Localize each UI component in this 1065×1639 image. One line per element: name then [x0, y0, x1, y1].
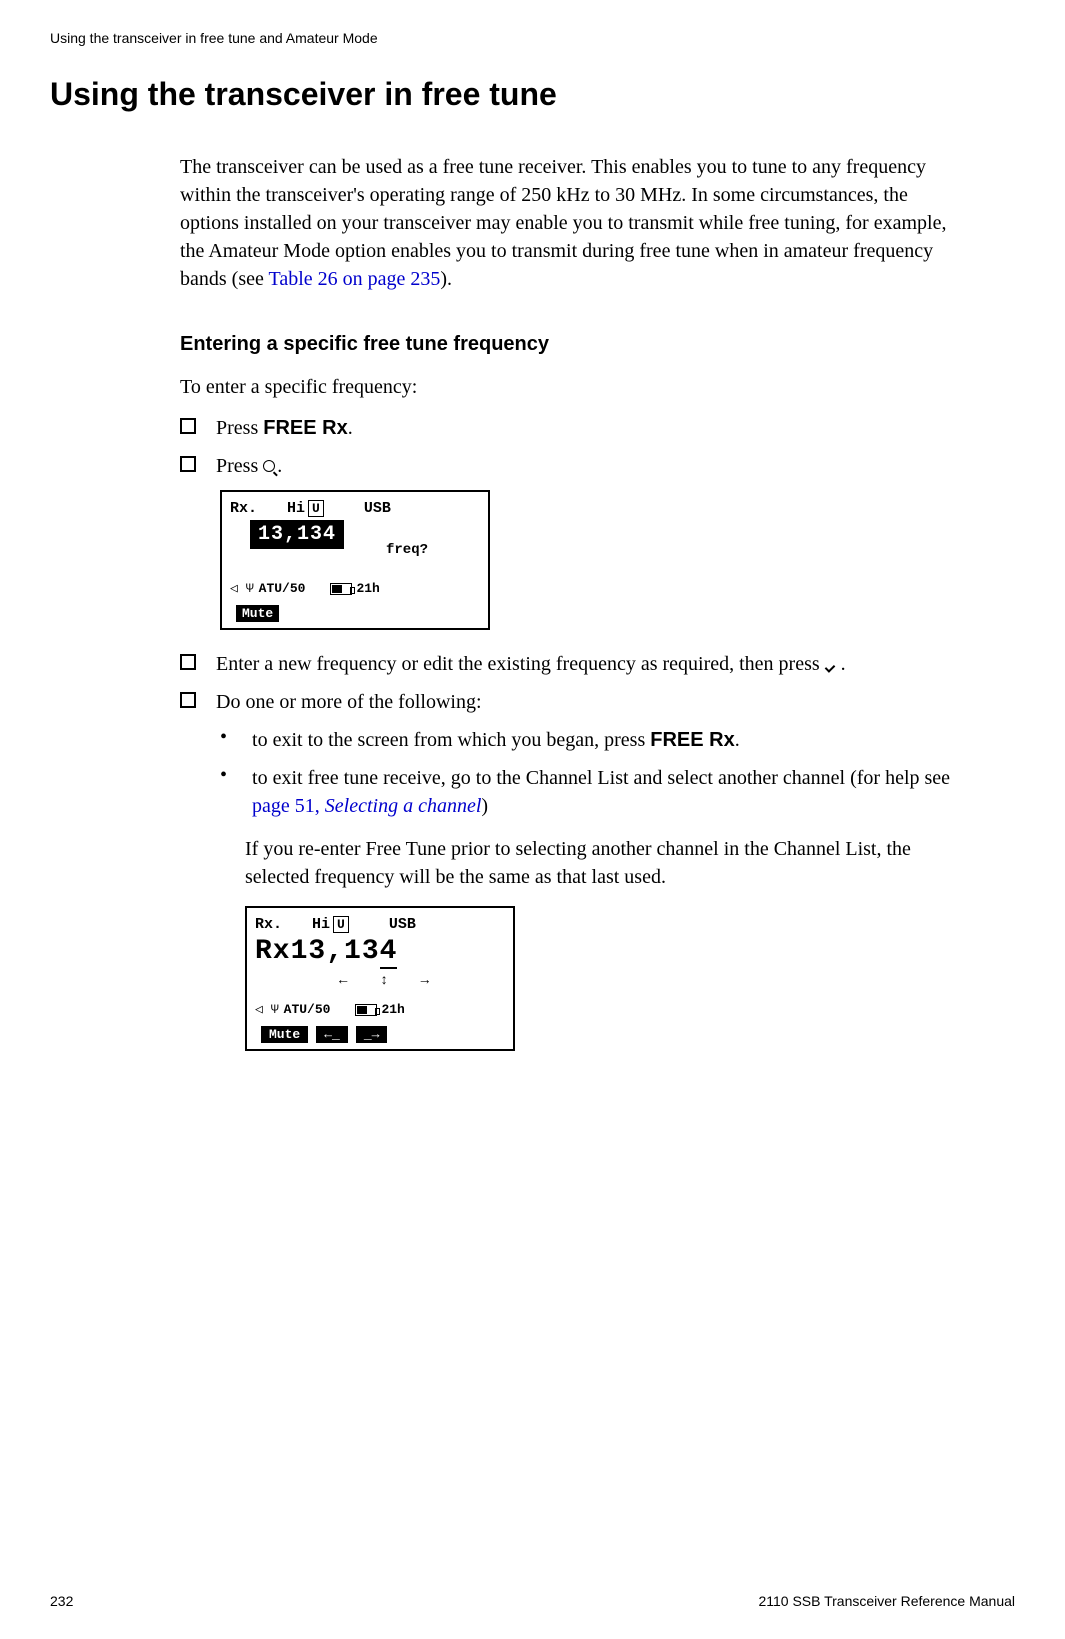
step2-prefix: Press	[216, 455, 263, 477]
step3-suffix: .	[841, 653, 846, 675]
step-item-3: Enter a new frequency or edit the existi…	[180, 650, 960, 678]
checkbox-icon	[180, 692, 196, 708]
step1-bold: FREE Rx	[263, 417, 347, 439]
follow-note: If you re-enter Free Tune prior to selec…	[245, 835, 960, 891]
lcd2-btn-right: _→	[356, 1026, 388, 1043]
step-text-2: Press .	[216, 452, 960, 480]
lcd2-hi: Hi	[312, 916, 330, 933]
lcd1-rx: Rx.	[230, 500, 257, 517]
step-item-2: Press .	[180, 452, 960, 480]
lcd1-atu: ATU/50	[259, 581, 306, 596]
bullet-marker: •	[220, 726, 227, 749]
lcd-screen-1: Rx. Hi U USB 13,134 freq? ◁ Ψ ATU/50 21h…	[220, 490, 490, 630]
intro-paragraph: The transceiver can be used as a free tu…	[180, 153, 960, 293]
step-text-3: Enter a new frequency or edit the existi…	[216, 650, 960, 678]
battery-icon	[330, 583, 352, 595]
lcd2-btn-left: ←_	[316, 1026, 348, 1043]
lcd2-row3: ◁ Ψ ATU/50 21h	[255, 1002, 505, 1017]
bullet-item-2: • to exit free tune receive, go to the C…	[220, 764, 960, 820]
antenna-icon: Ψ	[246, 581, 254, 596]
bullet-text-2: to exit free tune receive, go to the Cha…	[252, 764, 960, 820]
checkbox-list: Press FREE Rx. Press .	[180, 414, 960, 480]
bullet-marker: •	[220, 764, 227, 787]
content-area: The transceiver can be used as a free tu…	[180, 153, 960, 1051]
page-number: 232	[50, 1593, 73, 1609]
magnify-icon	[263, 460, 277, 474]
battery-icon	[355, 1004, 377, 1016]
intro-text-part2: ).	[440, 268, 452, 290]
chapter-title: Using the transceiver in free tune and A…	[50, 30, 378, 46]
checkbox-icon	[180, 654, 196, 670]
lcd2-buttons: Mute ←_ _→	[261, 1026, 387, 1043]
arrow-right-icon: →	[421, 973, 429, 989]
step2-suffix: .	[277, 455, 282, 477]
bullet1-prefix: to exit to the screen from which you beg…	[252, 729, 650, 751]
step1-prefix: Press	[216, 417, 263, 439]
bullet2-prefix: to exit free tune receive, go to the Cha…	[252, 767, 950, 789]
arrow-left-icon: ←	[339, 973, 347, 989]
lcd2-row1: Rx. Hi U USB	[255, 916, 505, 933]
antenna-icon: Ψ	[271, 1002, 279, 1017]
bullet-item-1: • to exit to the screen from which you b…	[220, 726, 960, 754]
page-footer: 232 2110 SSB Transceiver Reference Manua…	[50, 1593, 1015, 1609]
checkbox-list-2: Enter a new frequency or edit the existi…	[180, 650, 960, 716]
step-item-1: Press FREE Rx.	[180, 414, 960, 442]
bullet1-bold: FREE Rx	[650, 729, 734, 751]
lcd1-row3: ◁ Ψ ATU/50 21h	[230, 581, 480, 596]
step-text-1: Press FREE Rx.	[216, 414, 960, 442]
lcd1-usb: USB	[364, 500, 391, 517]
lcd1-freq-label: freq?	[386, 542, 428, 558]
step3-prefix: Enter a new frequency or edit the existi…	[216, 653, 825, 675]
lcd2-rx: Rx.	[255, 916, 282, 933]
step-text-4: Do one or more of the following:	[216, 688, 960, 716]
lcd1-freq-box: 13,134	[250, 520, 344, 549]
arrow-updown-icon: ↕	[380, 973, 388, 989]
lcd1-row1: Rx. Hi U USB	[230, 500, 480, 517]
bullet1-suffix: .	[735, 729, 740, 751]
check-icon	[825, 659, 841, 671]
table-link[interactable]: Table 26 on page 235	[269, 268, 441, 290]
lcd1-u-box: U	[308, 500, 324, 517]
page-link[interactable]: page 51,	[252, 795, 325, 817]
section-intro: To enter a specific frequency:	[180, 376, 960, 399]
channel-link[interactable]: Selecting a channel	[325, 795, 482, 817]
checkbox-icon	[180, 456, 196, 472]
speaker-icon: ◁	[255, 1002, 263, 1017]
main-heading: Using the transceiver in free tune	[50, 76, 1015, 113]
lcd2-atu: ATU/50	[284, 1002, 331, 1017]
speaker-icon: ◁	[230, 581, 238, 596]
lcd-screen-2: Rx. Hi U USB Rx13,134 ← ↕ → ◁ Ψ ATU/50 2…	[245, 906, 515, 1051]
lcd2-mute: Mute	[261, 1026, 308, 1043]
step-item-4: Do one or more of the following:	[180, 688, 960, 716]
bullet2-suffix: )	[481, 795, 488, 817]
lcd2-freq-cursor: 4	[380, 936, 398, 969]
lcd2-time: 21h	[381, 1002, 404, 1017]
lcd1-hi: Hi	[287, 500, 305, 517]
page-header: Using the transceiver in free tune and A…	[50, 30, 1015, 46]
bullet-text-1: to exit to the screen from which you beg…	[252, 726, 960, 754]
lcd2-usb: USB	[389, 916, 416, 933]
lcd2-u-box: U	[333, 916, 349, 933]
lcd1-time: 21h	[356, 581, 379, 596]
lcd2-arrows: ← ↕ →	[327, 973, 441, 989]
lcd1-mute: Mute	[236, 605, 279, 622]
lcd2-freq-prefix: Rx13,13	[255, 936, 380, 967]
lcd2-freq: Rx13,134	[255, 936, 397, 967]
bullet-list: • to exit to the screen from which you b…	[220, 726, 960, 820]
manual-title: 2110 SSB Transceiver Reference Manual	[758, 1593, 1015, 1609]
step1-suffix: .	[348, 417, 353, 439]
checkbox-icon	[180, 418, 196, 434]
section-heading: Entering a specific free tune frequency	[180, 333, 960, 356]
